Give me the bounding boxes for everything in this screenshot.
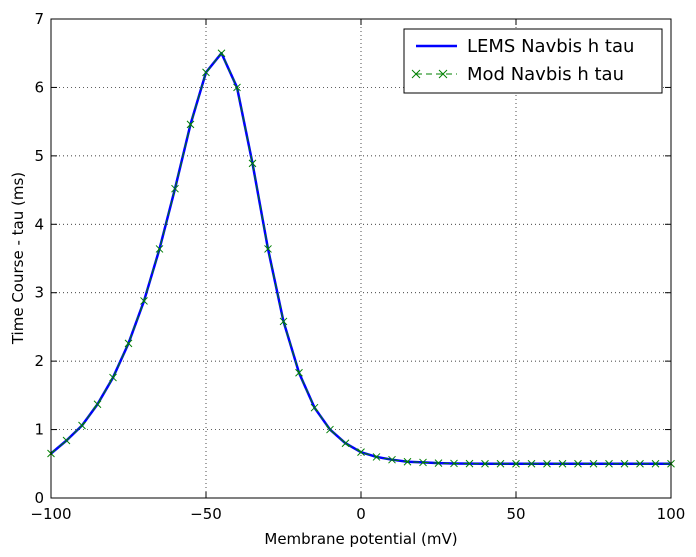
legend: LEMS Navbis h tau Mod Navbis h tau bbox=[403, 28, 663, 94]
legend-marker-mod-right bbox=[438, 69, 448, 79]
series-mod-point bbox=[620, 459, 629, 468]
series-mod-point bbox=[140, 297, 148, 305]
legend-label-mod: Mod Navbis h tau bbox=[467, 64, 624, 85]
series-mod-point bbox=[93, 400, 102, 409]
series-mod-point bbox=[279, 317, 288, 326]
y-tick-label: 4 bbox=[34, 215, 44, 233]
y-tick-label: 1 bbox=[34, 421, 44, 439]
series-mod-point bbox=[124, 339, 133, 348]
series-mod-point bbox=[527, 459, 536, 468]
series-mod-point bbox=[481, 459, 489, 468]
legend-label-lems: LEMS Navbis h tau bbox=[467, 36, 634, 57]
series-mod-point bbox=[605, 459, 613, 468]
series-mod-point bbox=[186, 120, 195, 129]
series-mod-point bbox=[372, 453, 381, 461]
series-mod-point bbox=[233, 83, 241, 92]
plot-frame bbox=[50, 18, 672, 499]
series-mod-point bbox=[202, 68, 210, 77]
y-tick-label: 6 bbox=[34, 78, 44, 96]
series-mod-point bbox=[574, 459, 582, 468]
series-mod-point bbox=[78, 421, 86, 430]
y-tick-label: 3 bbox=[34, 284, 44, 302]
y-tick-label: 5 bbox=[34, 147, 44, 165]
series-mod-point bbox=[341, 439, 350, 448]
series-mod-point bbox=[512, 459, 520, 468]
series-mod-point bbox=[326, 425, 334, 434]
series-layer bbox=[47, 49, 675, 468]
series-mod-point bbox=[248, 159, 257, 168]
y-tick-label: 0 bbox=[34, 489, 44, 507]
x-tick-label: −50 bbox=[190, 505, 222, 523]
x-tick-label: −100 bbox=[30, 505, 71, 523]
x-tick-label: 0 bbox=[356, 505, 366, 523]
series-lems-line bbox=[51, 51, 671, 466]
series-mod-point bbox=[403, 457, 412, 466]
series-mod-point bbox=[171, 184, 179, 193]
x-axis-label: Membrane potential (mV) bbox=[264, 530, 457, 548]
legend-box bbox=[403, 28, 663, 94]
series-mod-point bbox=[295, 368, 303, 377]
series-mod-point bbox=[155, 245, 164, 253]
series-mod-point bbox=[450, 459, 458, 468]
legend-marker-mod-left bbox=[411, 69, 421, 79]
series-mod-point bbox=[636, 459, 644, 468]
series-mod-point bbox=[310, 403, 319, 412]
series-mod-point bbox=[589, 459, 598, 468]
series-mod-point bbox=[558, 459, 567, 468]
y-axis-label: Time Course - tau (ms) bbox=[9, 172, 27, 345]
series-mod-point bbox=[419, 458, 427, 467]
x-tick-label: 100 bbox=[657, 505, 686, 523]
series-mod-point bbox=[543, 459, 551, 468]
y-tick-label: 2 bbox=[34, 352, 44, 370]
series-mod-point bbox=[357, 448, 365, 457]
series-mod-point bbox=[465, 459, 474, 468]
series-mod-point bbox=[62, 436, 71, 445]
series-mod-point bbox=[109, 373, 117, 382]
series-mod-point bbox=[217, 49, 226, 58]
series-mod-point bbox=[434, 459, 443, 467]
series-mod-point bbox=[264, 245, 272, 253]
series-mod-point bbox=[651, 459, 660, 468]
series-mod-point bbox=[388, 455, 396, 464]
series-mod-line bbox=[51, 52, 671, 465]
x-tick-label: 50 bbox=[506, 505, 525, 523]
series-mod-point bbox=[496, 459, 505, 468]
y-tick-label: 7 bbox=[34, 10, 44, 28]
